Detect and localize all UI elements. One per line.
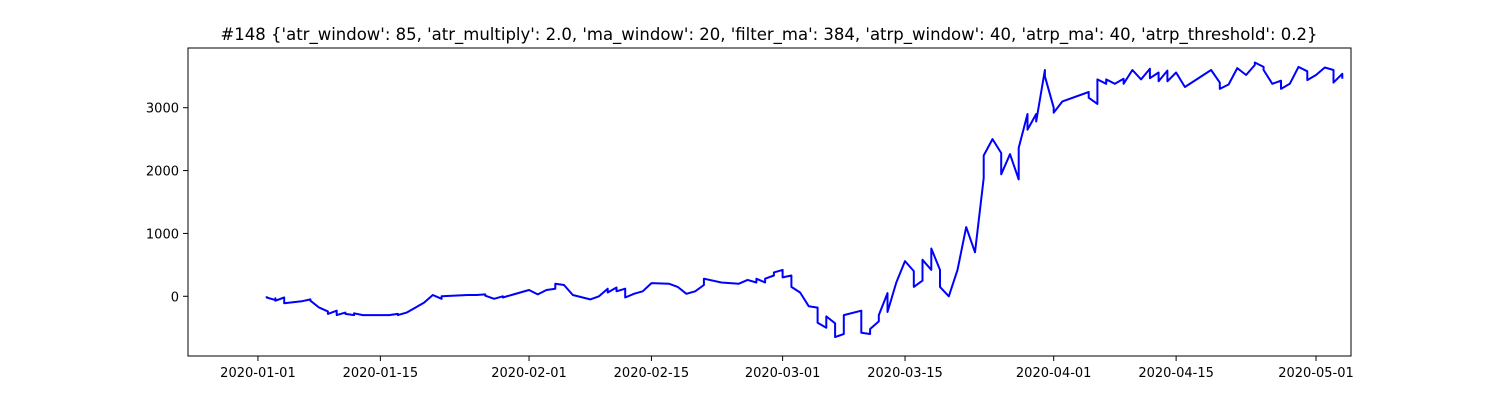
x-tick-label: 2020-04-15	[1138, 366, 1214, 381]
series-line	[265, 61, 1344, 339]
x-tick-label: 2020-02-15	[614, 366, 690, 381]
x-tick-label: 2020-03-01	[745, 366, 821, 381]
y-tick-label: 3000	[146, 102, 179, 117]
x-tick-label: 2020-02-01	[491, 366, 567, 381]
x-tick-label: 2020-05-01	[1278, 366, 1354, 381]
x-tick-label: 2020-01-01	[220, 366, 296, 381]
chart-title: #148 {'atr_window': 85, 'atr_multiply': …	[220, 25, 1317, 45]
plot-area	[187, 47, 1352, 357]
y-axis: 0 1000 2000 3000	[146, 102, 188, 305]
y-tick-label: 0	[171, 290, 179, 305]
x-tick-label: 2020-03-15	[867, 366, 943, 381]
y-tick-label: 1000	[146, 227, 179, 242]
y-tick-label: 2000	[146, 165, 179, 180]
x-tick-label: 2020-01-15	[343, 366, 419, 381]
series-group	[265, 61, 1344, 339]
x-tick-label: 2020-04-01	[1016, 366, 1092, 381]
x-axis: 2020-01-01 2020-01-15 2020-02-01 2020-02-15…	[220, 356, 1354, 381]
